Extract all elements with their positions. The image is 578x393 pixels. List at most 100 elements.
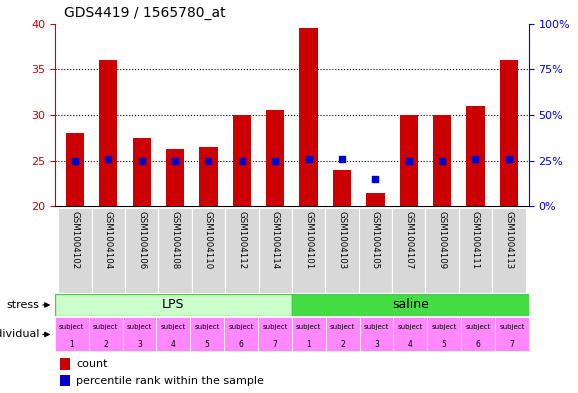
Text: GSM1004104: GSM1004104 [104,211,113,269]
FancyBboxPatch shape [492,208,525,293]
FancyBboxPatch shape [495,318,529,351]
Text: count: count [76,359,108,369]
Text: subject: subject [228,324,254,330]
Text: individual: individual [0,329,40,340]
Text: subject: subject [195,324,220,330]
Point [103,156,113,162]
Text: GSM1004114: GSM1004114 [271,211,280,269]
Text: GDS4419 / 1565780_at: GDS4419 / 1565780_at [64,6,226,20]
Point [171,158,180,164]
Text: GSM1004103: GSM1004103 [338,211,346,269]
Point [137,158,146,164]
FancyBboxPatch shape [225,208,258,293]
Text: 7: 7 [272,340,277,349]
Bar [60,358,70,369]
Text: GSM1004102: GSM1004102 [71,211,79,269]
FancyBboxPatch shape [224,318,258,351]
Text: subject: subject [59,324,84,330]
FancyBboxPatch shape [125,208,158,293]
Bar [466,106,484,206]
Text: 1: 1 [69,340,74,349]
Text: GSM1004110: GSM1004110 [204,211,213,269]
Text: 4: 4 [408,340,413,349]
FancyBboxPatch shape [358,208,392,293]
FancyBboxPatch shape [190,318,224,351]
FancyBboxPatch shape [55,294,292,316]
Text: 7: 7 [509,340,514,349]
Text: GSM1004109: GSM1004109 [438,211,447,269]
Text: subject: subject [364,324,389,330]
Bar [499,60,518,206]
Text: GSM1004111: GSM1004111 [471,211,480,269]
FancyBboxPatch shape [58,208,92,293]
Bar [366,193,384,206]
FancyBboxPatch shape [157,318,190,351]
Text: subject: subject [296,324,321,330]
Bar [299,28,318,206]
FancyBboxPatch shape [360,318,394,351]
Bar [232,115,251,206]
Point [71,158,80,164]
FancyBboxPatch shape [123,318,157,351]
FancyBboxPatch shape [92,208,125,293]
FancyBboxPatch shape [55,318,89,351]
Text: percentile rank within the sample: percentile rank within the sample [76,376,264,386]
FancyBboxPatch shape [427,318,461,351]
Point [237,158,246,164]
Text: GSM1004107: GSM1004107 [404,211,413,269]
Text: 5: 5 [205,340,210,349]
FancyBboxPatch shape [292,208,325,293]
Text: GSM1004112: GSM1004112 [238,211,246,269]
Text: subject: subject [262,324,288,330]
FancyBboxPatch shape [425,208,459,293]
Text: 3: 3 [137,340,142,349]
Bar [60,375,70,386]
Point [471,156,480,162]
Text: stress: stress [7,300,40,310]
FancyBboxPatch shape [258,208,292,293]
Text: 6: 6 [476,340,480,349]
FancyBboxPatch shape [158,208,192,293]
FancyBboxPatch shape [89,318,123,351]
Text: subject: subject [398,324,423,330]
FancyBboxPatch shape [258,318,292,351]
FancyBboxPatch shape [459,208,492,293]
FancyBboxPatch shape [326,318,360,351]
Text: 2: 2 [103,340,108,349]
Text: 2: 2 [340,340,345,349]
FancyBboxPatch shape [392,208,425,293]
Bar [199,147,218,206]
Point [338,156,347,162]
Point [370,176,380,182]
Point [404,158,413,164]
Bar [399,115,418,206]
Text: subject: subject [499,324,525,330]
Text: subject: subject [161,324,186,330]
Bar [99,60,117,206]
Text: 4: 4 [171,340,176,349]
Bar [66,133,84,206]
FancyBboxPatch shape [292,294,529,316]
Text: subject: subject [127,324,152,330]
Point [271,158,280,164]
Point [504,156,513,162]
Bar [333,170,351,206]
Text: GSM1004108: GSM1004108 [171,211,180,269]
FancyBboxPatch shape [461,318,495,351]
Bar [266,110,284,206]
Text: subject: subject [330,324,355,330]
Text: 6: 6 [239,340,243,349]
Text: GSM1004101: GSM1004101 [304,211,313,269]
Point [438,158,447,164]
Text: subject: subject [465,324,491,330]
Text: GSM1004105: GSM1004105 [371,211,380,269]
Bar [132,138,151,206]
FancyBboxPatch shape [292,318,326,351]
Point [304,156,313,162]
Text: 1: 1 [306,340,311,349]
Text: saline: saline [392,298,429,312]
FancyBboxPatch shape [394,318,427,351]
Text: subject: subject [93,324,118,330]
FancyBboxPatch shape [325,208,358,293]
Bar [166,149,184,206]
